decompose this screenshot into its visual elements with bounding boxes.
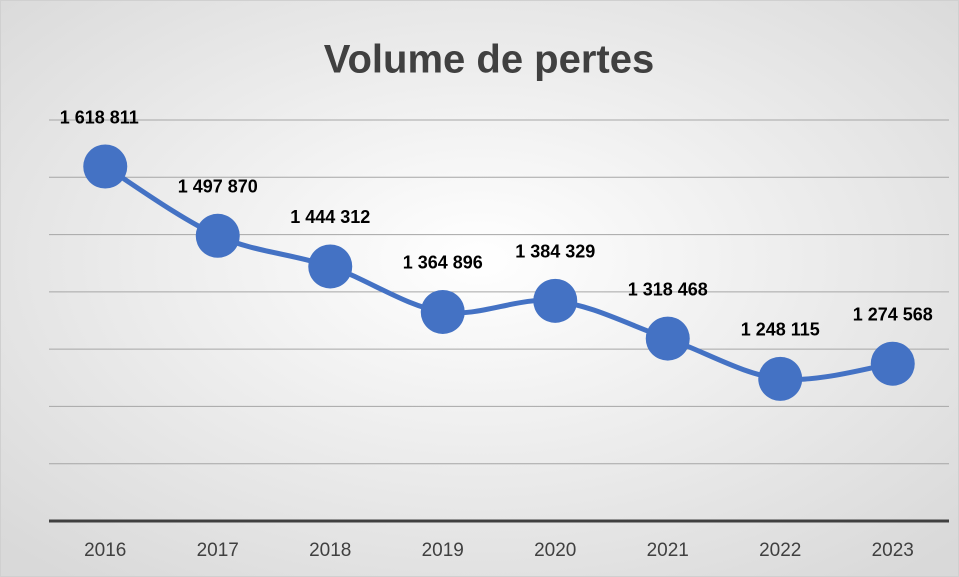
chart-title: Volume de pertes — [324, 38, 654, 82]
x-tick-label: 2020 — [534, 540, 576, 561]
data-point — [420, 289, 465, 334]
data-label: 1 318 468 — [628, 279, 708, 299]
x-tick-label: 2017 — [197, 540, 239, 561]
data-point — [758, 356, 803, 401]
data-label: 1 248 115 — [741, 320, 820, 340]
data-point — [533, 278, 578, 323]
x-tick-label: 2022 — [759, 540, 801, 561]
x-tick-label: 2016 — [84, 540, 126, 561]
data-point — [83, 144, 128, 189]
data-label: 1 274 568 — [853, 304, 933, 324]
x-tick-label: 2023 — [872, 540, 914, 561]
data-point — [645, 316, 690, 361]
data-label: 1 384 329 — [515, 242, 595, 262]
data-label: 1 497 870 — [178, 177, 258, 197]
x-tick-label: 2021 — [647, 540, 689, 561]
data-label: 1 444 312 — [290, 207, 370, 227]
data-point — [870, 341, 915, 386]
x-tick-label: 2019 — [422, 540, 464, 561]
data-point — [308, 244, 353, 289]
data-label: 1 618 811 — [60, 107, 139, 127]
data-point — [195, 213, 240, 258]
x-tick-label: 2018 — [309, 540, 351, 561]
data-label: 1 364 896 — [403, 253, 483, 273]
